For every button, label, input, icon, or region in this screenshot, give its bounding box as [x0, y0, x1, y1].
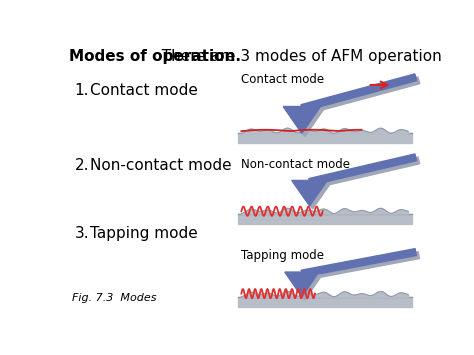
Polygon shape	[304, 252, 419, 280]
Text: Modes of operation.: Modes of operation.	[69, 49, 240, 64]
Text: Non-contact mode: Non-contact mode	[241, 158, 350, 171]
Polygon shape	[283, 106, 320, 133]
Text: 2.: 2.	[75, 158, 89, 173]
Polygon shape	[301, 248, 416, 277]
Text: 3.: 3.	[75, 226, 90, 241]
Polygon shape	[312, 157, 419, 189]
Polygon shape	[301, 74, 417, 111]
Text: There are 3 modes of AFM operation: There are 3 modes of AFM operation	[152, 49, 442, 64]
Text: Tapping mode: Tapping mode	[241, 249, 324, 262]
Polygon shape	[295, 184, 330, 209]
Polygon shape	[292, 180, 328, 206]
Text: Contact mode: Contact mode	[90, 83, 198, 98]
Polygon shape	[237, 297, 412, 307]
Text: 1.: 1.	[75, 83, 89, 98]
Text: Fig. 7.3  Modes: Fig. 7.3 Modes	[73, 293, 157, 303]
Text: Tapping mode: Tapping mode	[90, 226, 198, 241]
Polygon shape	[309, 154, 417, 185]
Polygon shape	[288, 275, 322, 300]
Polygon shape	[237, 133, 412, 143]
Polygon shape	[286, 110, 324, 137]
Polygon shape	[304, 77, 420, 114]
Text: Non-contact mode: Non-contact mode	[90, 158, 232, 173]
Polygon shape	[285, 272, 319, 297]
Polygon shape	[237, 214, 412, 224]
Text: Contact mode: Contact mode	[241, 73, 325, 86]
